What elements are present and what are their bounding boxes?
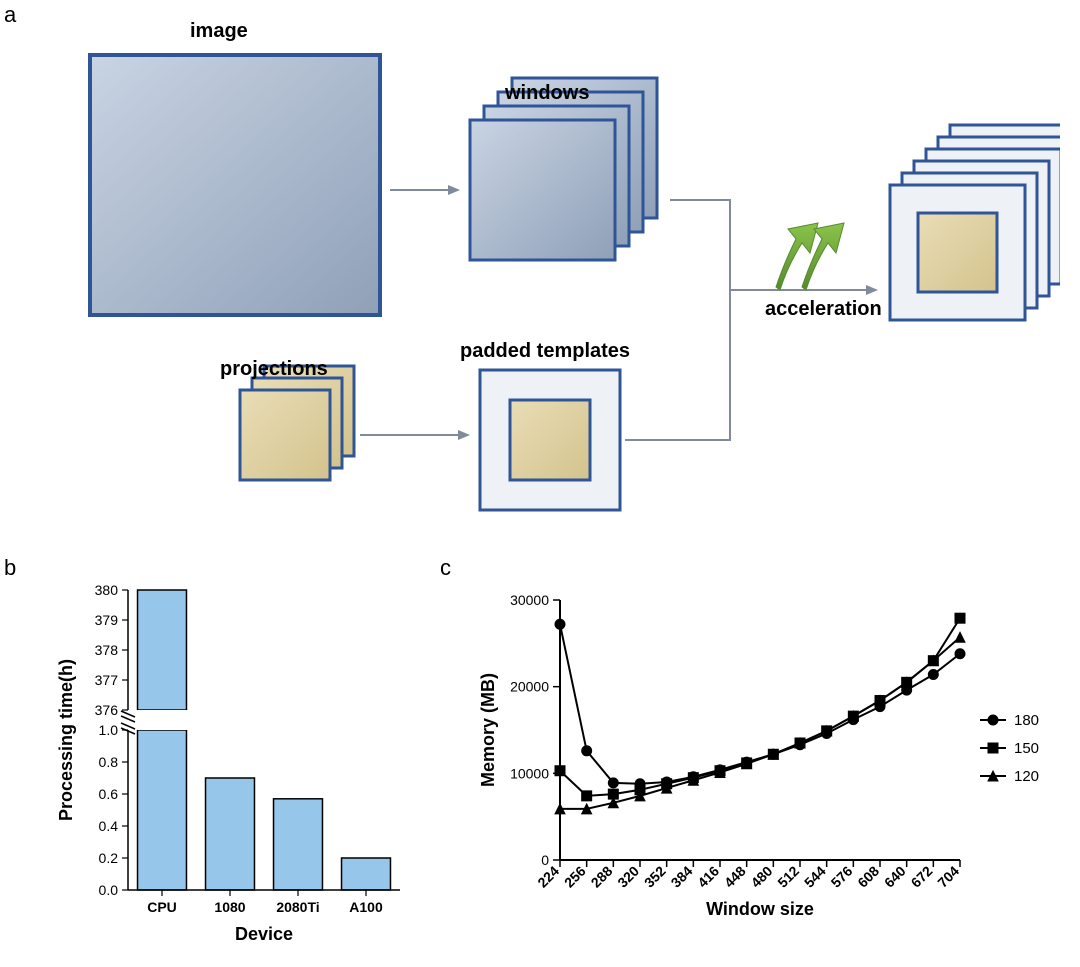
svg-text:608: 608 bbox=[854, 863, 882, 891]
svg-text:2080Ti: 2080Ti bbox=[276, 899, 319, 915]
svg-text:CPU: CPU bbox=[147, 899, 177, 915]
svg-text:378: 378 bbox=[95, 642, 119, 658]
svg-text:640: 640 bbox=[881, 863, 909, 891]
svg-text:377: 377 bbox=[95, 672, 119, 688]
panel-b-bar-chart: 0.0 0.2 0.4 0.6 0.8 1.0 376 377 378 379 380 CPU 1080… bbox=[50, 560, 420, 950]
svg-text:A100: A100 bbox=[349, 899, 383, 915]
label-image: image bbox=[190, 20, 248, 43]
svg-text:1.0: 1.0 bbox=[99, 722, 119, 738]
svg-text:704: 704 bbox=[934, 863, 962, 891]
svg-text:0.6: 0.6 bbox=[99, 786, 119, 802]
svg-text:288: 288 bbox=[588, 863, 616, 891]
svg-text:150: 150 bbox=[1014, 740, 1039, 757]
svg-text:Device: Device bbox=[235, 924, 293, 944]
svg-text:352: 352 bbox=[641, 863, 669, 891]
svg-text:320: 320 bbox=[614, 863, 642, 891]
svg-text:180: 180 bbox=[1014, 712, 1039, 729]
svg-text:384: 384 bbox=[668, 863, 696, 891]
svg-text:0.4: 0.4 bbox=[99, 818, 119, 834]
panel-c-svg: 0100002000030000224256288320352384416448… bbox=[470, 570, 1070, 950]
panel-b-svg: 0.0 0.2 0.4 0.6 0.8 1.0 376 377 378 379 380 CPU 1080… bbox=[50, 560, 420, 950]
svg-text:120: 120 bbox=[1014, 768, 1039, 785]
svg-text:416: 416 bbox=[694, 863, 722, 891]
svg-text:379: 379 bbox=[95, 612, 119, 628]
svg-text:448: 448 bbox=[721, 863, 749, 891]
svg-text:Memory (MB): Memory (MB) bbox=[478, 673, 498, 787]
panel-label-a: a bbox=[4, 2, 16, 28]
svg-text:0.0: 0.0 bbox=[99, 882, 119, 898]
svg-text:376: 376 bbox=[95, 702, 119, 718]
svg-text:380: 380 bbox=[95, 582, 119, 598]
svg-text:10000: 10000 bbox=[510, 765, 549, 781]
svg-text:20000: 20000 bbox=[510, 679, 549, 695]
panel-c-line-chart: 0100002000030000224256288320352384416448… bbox=[470, 570, 1070, 950]
label-projections: projections bbox=[220, 358, 328, 381]
svg-text:576: 576 bbox=[828, 863, 856, 891]
panel-a-svg bbox=[60, 0, 1060, 530]
panel-label-c: c bbox=[440, 555, 451, 581]
svg-text:Window size: Window size bbox=[706, 899, 814, 919]
svg-text:0.2: 0.2 bbox=[99, 850, 119, 866]
panel-label-b: b bbox=[4, 555, 16, 581]
svg-text:256: 256 bbox=[561, 863, 589, 891]
svg-text:672: 672 bbox=[908, 863, 936, 891]
svg-text:224: 224 bbox=[534, 863, 562, 891]
svg-text:0.8: 0.8 bbox=[99, 754, 119, 770]
label-padded-templates: padded templates bbox=[460, 340, 630, 363]
svg-text:544: 544 bbox=[801, 863, 829, 891]
svg-text:1080: 1080 bbox=[214, 899, 245, 915]
svg-text:512: 512 bbox=[774, 863, 802, 891]
figure-root: a b c image windows projections padded t… bbox=[0, 0, 1080, 967]
label-acceleration: acceleration bbox=[765, 298, 882, 321]
svg-text:480: 480 bbox=[748, 863, 776, 891]
svg-text:30000: 30000 bbox=[510, 592, 549, 608]
svg-text:Processing time(h): Processing time(h) bbox=[56, 659, 76, 821]
panel-a-diagram: image windows projections padded templat… bbox=[60, 0, 1060, 530]
label-windows: windows bbox=[505, 82, 589, 105]
